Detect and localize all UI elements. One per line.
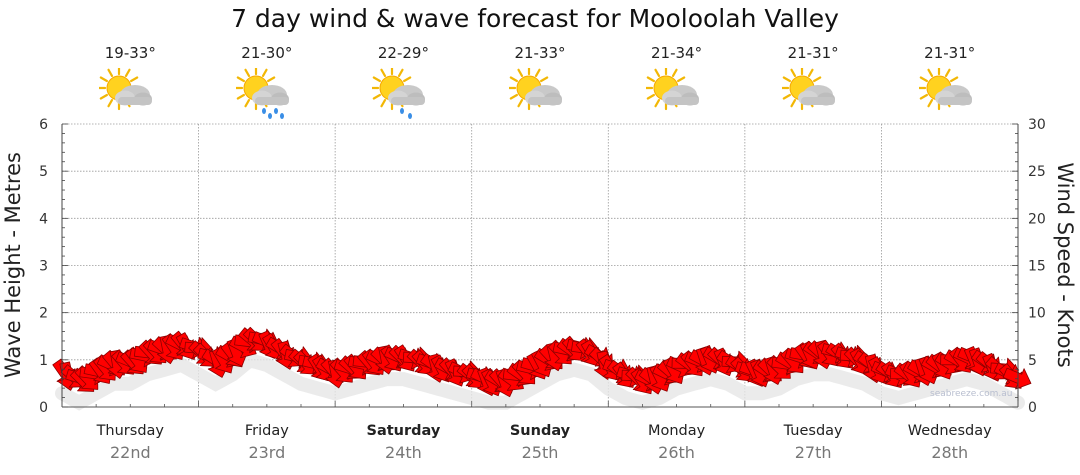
day-label: Monday <box>648 423 706 439</box>
light-showers-icon <box>372 68 426 119</box>
day-forecast-wednesday: 21-31° <box>882 44 1018 124</box>
date-label: 25th <box>522 443 559 462</box>
y-tick-label-right: 0 <box>1028 400 1037 416</box>
y-tick-label-right: 10 <box>1028 306 1046 322</box>
day-forecast-saturday: 22-29° <box>335 44 471 124</box>
partly-cloudy-icon <box>509 68 562 111</box>
temperature-range: 19-33° <box>104 44 156 62</box>
partly-cloudy-icon <box>99 68 153 111</box>
date-label: 23rd <box>248 443 285 462</box>
y-tick-label-left: 2 <box>39 306 48 322</box>
y-tick-label-left: 4 <box>39 211 48 227</box>
y-axis-label-right: Wind Speed - Knots <box>1053 162 1077 367</box>
day-forecast-tuesday: 21-31° <box>745 44 881 124</box>
chart-title: 7 day wind & wave forecast for Mooloolah… <box>231 4 839 33</box>
y-tick-label-right: 20 <box>1028 211 1046 227</box>
y-tick-label-right: 15 <box>1028 259 1046 275</box>
y-tick-label-left: 5 <box>39 164 48 180</box>
day-forecast-thursday: 19-33° <box>62 44 198 124</box>
day-forecast-sunday: 21-33° <box>472 44 608 124</box>
arrow-shadow <box>55 352 1025 411</box>
date-label: 28th <box>931 443 968 462</box>
temperature-range: 21-30° <box>241 44 293 62</box>
date-label: 26th <box>658 443 695 462</box>
temperature-range: 21-34° <box>651 44 703 62</box>
showers-icon <box>235 68 289 119</box>
y-tick-label-left: 1 <box>39 353 48 369</box>
temperature-range: 21-31° <box>787 44 839 62</box>
y-tick-label-left: 0 <box>39 400 48 416</box>
day-forecast-friday: 21-30° <box>199 44 335 124</box>
y-tick-label-right: 5 <box>1028 353 1037 369</box>
date-label: 24th <box>385 443 422 462</box>
date-label: 27th <box>795 443 832 462</box>
date-label: 22nd <box>110 443 151 462</box>
y-tick-label-left: 6 <box>39 117 48 133</box>
temperature-range: 21-33° <box>514 44 566 62</box>
day-label: Saturday <box>367 423 441 439</box>
day-label: Friday <box>245 423 289 439</box>
day-forecast-monday: 21-34° <box>609 44 745 124</box>
y-tick-label-right: 30 <box>1028 117 1046 133</box>
temperature-range: 21-31° <box>924 44 976 62</box>
temperature-range: 22-29° <box>377 44 429 62</box>
partly-cloudy-icon <box>782 68 836 111</box>
day-label: Wednesday <box>908 423 992 439</box>
partly-cloudy-icon <box>918 68 972 111</box>
day-label: Tuesday <box>783 423 843 439</box>
y-tick-label-right: 25 <box>1028 164 1046 180</box>
partly-cloudy-icon <box>645 68 699 111</box>
day-label: Thursday <box>96 423 165 439</box>
y-axis-label-left: Wave Height - Metres <box>1 152 25 378</box>
watermark: seabreeze.com.au <box>930 389 1013 399</box>
day-label: Sunday <box>510 423 571 439</box>
y-tick-label-left: 3 <box>39 259 48 275</box>
